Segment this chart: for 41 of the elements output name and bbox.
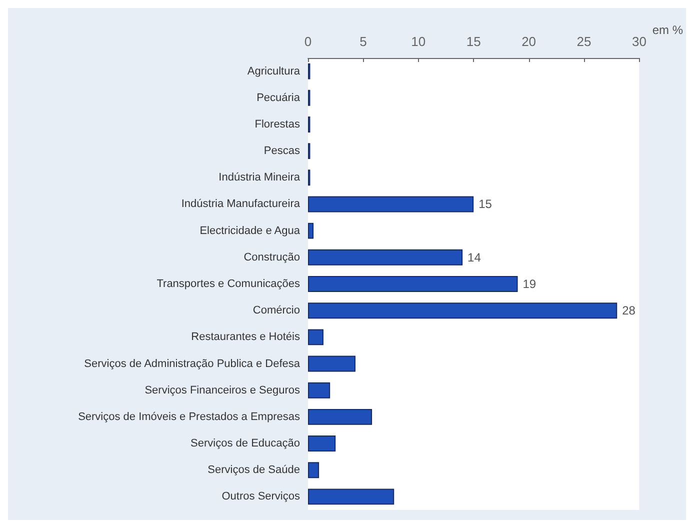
data-label: 19 [522, 277, 536, 291]
y-tick-label: Restaurantes e Hotéis [191, 331, 300, 344]
bar [308, 196, 474, 212]
x-tick-label: 10 [411, 34, 426, 49]
x-tick-label: 5 [360, 34, 367, 49]
data-label: 15 [478, 197, 492, 212]
y-tick-label: Serviços de Imóveis e Prestados a Empresas [78, 410, 300, 423]
bar [308, 222, 314, 239]
x-tick-label: 15 [466, 34, 481, 49]
bar [308, 329, 324, 346]
y-tick-label: Agricultura [247, 65, 301, 78]
data-label: 14 [468, 250, 482, 264]
bar [308, 382, 330, 398]
y-tick-label: Florestas [254, 118, 300, 130]
y-tick-label: Pecuária [256, 92, 301, 104]
bar [308, 356, 356, 372]
y-tick-label: Indústria Mineira [218, 172, 301, 184]
y-tick-label: Serviços Financeiros e Seguros [144, 384, 300, 396]
bar [308, 302, 618, 319]
y-tick-label: Pescas [264, 145, 300, 158]
y-tick-label: Outros Serviços [222, 490, 300, 503]
bar [308, 249, 463, 266]
y-tick-label: Serviços de Saúde [208, 464, 300, 476]
y-tick-label: Comércio [252, 304, 300, 317]
y-tick-label: Transportes e Comunicações [156, 278, 300, 290]
x-tick-label: 30 [632, 34, 646, 49]
y-tick-label: Indústria Manufactureira [181, 198, 301, 210]
bar [308, 436, 336, 452]
bar [308, 408, 372, 425]
x-tick-label: 20 [522, 34, 536, 49]
y-tick-label: Serviços de Educação [190, 438, 300, 450]
bar [308, 276, 518, 292]
y-tick-label: Construção [244, 251, 300, 264]
x-axis-title: em % [652, 23, 684, 37]
y-tick-label: Serviços de Administração Publica e Defesa [84, 358, 301, 370]
data-label: 28 [622, 304, 636, 318]
y-tick-label: Electricidade e Agua [200, 224, 301, 237]
x-tick-label: 0 [304, 34, 312, 49]
bar [308, 462, 320, 478]
bar [308, 488, 394, 505]
x-tick-label: 25 [576, 34, 592, 49]
